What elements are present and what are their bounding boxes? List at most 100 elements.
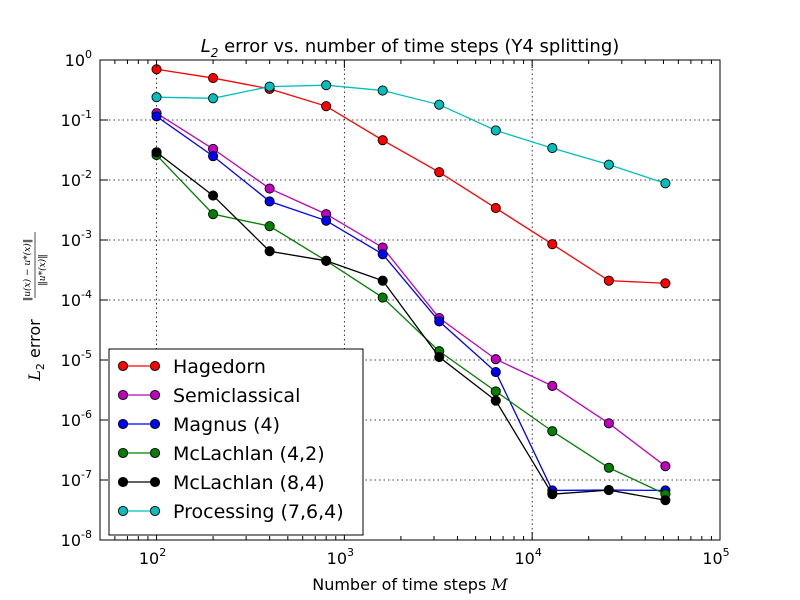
data-point — [660, 461, 671, 472]
data-point — [547, 426, 558, 437]
data-point — [377, 135, 388, 146]
data-point — [264, 196, 275, 207]
legend-label: Hagedorn — [173, 356, 266, 378]
y-tick-label: 100 — [65, 48, 92, 70]
series-line — [156, 115, 666, 492]
data-point — [547, 489, 558, 500]
legend-label: McLachlan (8,4) — [173, 472, 325, 494]
axis-ticks — [100, 59, 721, 541]
data-point — [547, 380, 558, 391]
legend-box — [108, 348, 364, 536]
data-point — [490, 203, 501, 214]
legend-item: Semiclassical — [117, 385, 300, 407]
legend-marker — [149, 389, 161, 401]
data-point — [490, 125, 501, 136]
legend-marker — [149, 447, 161, 459]
legend-marker — [149, 476, 161, 488]
series-line — [156, 151, 666, 501]
data-point — [264, 183, 275, 194]
legend-marker — [117, 447, 129, 459]
x-tick-label: 104 — [515, 546, 542, 568]
data-point — [603, 418, 614, 429]
data-point — [547, 143, 558, 154]
y-tick-label: 10-2 — [61, 168, 92, 190]
svg-text:L2 error: L2 error — [25, 319, 47, 382]
y-tick-label: 10-8 — [61, 528, 92, 550]
y-tick-label: 10-3 — [61, 228, 92, 250]
legend-item: Magnus (4) — [117, 414, 280, 436]
legend-marker — [117, 476, 129, 488]
y-tick-label: 10-6 — [61, 408, 92, 430]
data-point — [490, 354, 501, 365]
data-point — [151, 92, 162, 103]
data-point — [490, 366, 501, 378]
y-axis-label-numerator: ‖u(x) − u*(x)‖ — [22, 239, 33, 302]
legend-label: McLachlan (4,2) — [173, 443, 325, 465]
data-point — [490, 386, 501, 397]
legend-marker — [117, 389, 129, 401]
data-point — [321, 215, 332, 226]
series-hagedorn — [151, 64, 671, 289]
legend-marker — [149, 418, 161, 430]
series-line — [156, 68, 666, 284]
y-tick-label: 10-5 — [61, 348, 92, 370]
data-point — [208, 73, 219, 84]
y-tick-label: 10-7 — [61, 468, 92, 490]
legend-label: Processing (7,6,4) — [173, 501, 344, 523]
data-point — [321, 255, 332, 266]
x-axis-label: Number of time steps M — [312, 575, 508, 594]
legend-marker — [117, 360, 129, 372]
legend-marker — [117, 418, 129, 430]
data-point — [434, 99, 445, 110]
data-point — [151, 111, 162, 122]
legend-item: McLachlan (8,4) — [117, 472, 325, 494]
data-point — [603, 484, 614, 496]
x-tick-label: 103 — [327, 546, 354, 568]
data-point — [434, 351, 445, 363]
legend-marker — [149, 505, 161, 517]
data-point — [208, 209, 219, 220]
plot-area — [151, 64, 671, 506]
legend: Hagedorn Semiclassical Magnus (4) McLachlan… — [108, 348, 364, 536]
data-point — [603, 159, 614, 170]
data-point — [377, 249, 388, 260]
data-point — [547, 239, 558, 250]
data-point — [434, 316, 445, 327]
tick-labels: 102 103 104 105 100 10-1 10-2 10-3 10-4 10-5 10-6 1… — [61, 48, 730, 568]
y-axis-label: L2 error ‖u(x) − u*(x)‖ ‖u*(x)‖ — [22, 232, 48, 382]
legend-marker — [149, 360, 161, 372]
data-point — [603, 275, 614, 286]
x-tick-label: 102 — [139, 546, 166, 568]
data-point — [434, 167, 445, 178]
x-tick-label: 105 — [702, 546, 729, 568]
y-tick-label: 10-1 — [61, 108, 92, 130]
legend-item: McLachlan (4,2) — [117, 443, 325, 465]
data-point — [208, 190, 219, 201]
data-point — [264, 81, 275, 92]
legend-item: Hagedorn — [117, 356, 266, 378]
data-point — [208, 151, 219, 162]
legend-item: Processing (7,6,4) — [117, 501, 344, 523]
legend-marker — [117, 505, 129, 517]
data-point — [321, 80, 332, 91]
data-point — [660, 178, 671, 189]
data-point — [603, 462, 614, 473]
data-point — [208, 93, 219, 104]
series-processing-7-6-4 — [151, 80, 671, 189]
legend-label: Magnus (4) — [173, 414, 280, 436]
data-point — [377, 85, 388, 96]
data-point — [264, 246, 275, 257]
y-tick-label: 10-4 — [61, 288, 92, 310]
series-line — [156, 84, 666, 184]
series-mclachlan-8-4 — [151, 147, 671, 506]
data-point — [660, 278, 671, 289]
chart-title: L2 error vs. number of time steps (Y4 sp… — [201, 36, 620, 60]
series-line — [156, 112, 666, 467]
data-point — [377, 292, 388, 303]
series-line — [156, 154, 666, 495]
data-point — [264, 221, 275, 232]
legend-label: Semiclassical — [173, 385, 300, 407]
data-point — [490, 395, 501, 406]
y-axis-label-denominator: ‖u*(x)‖ — [37, 254, 48, 285]
